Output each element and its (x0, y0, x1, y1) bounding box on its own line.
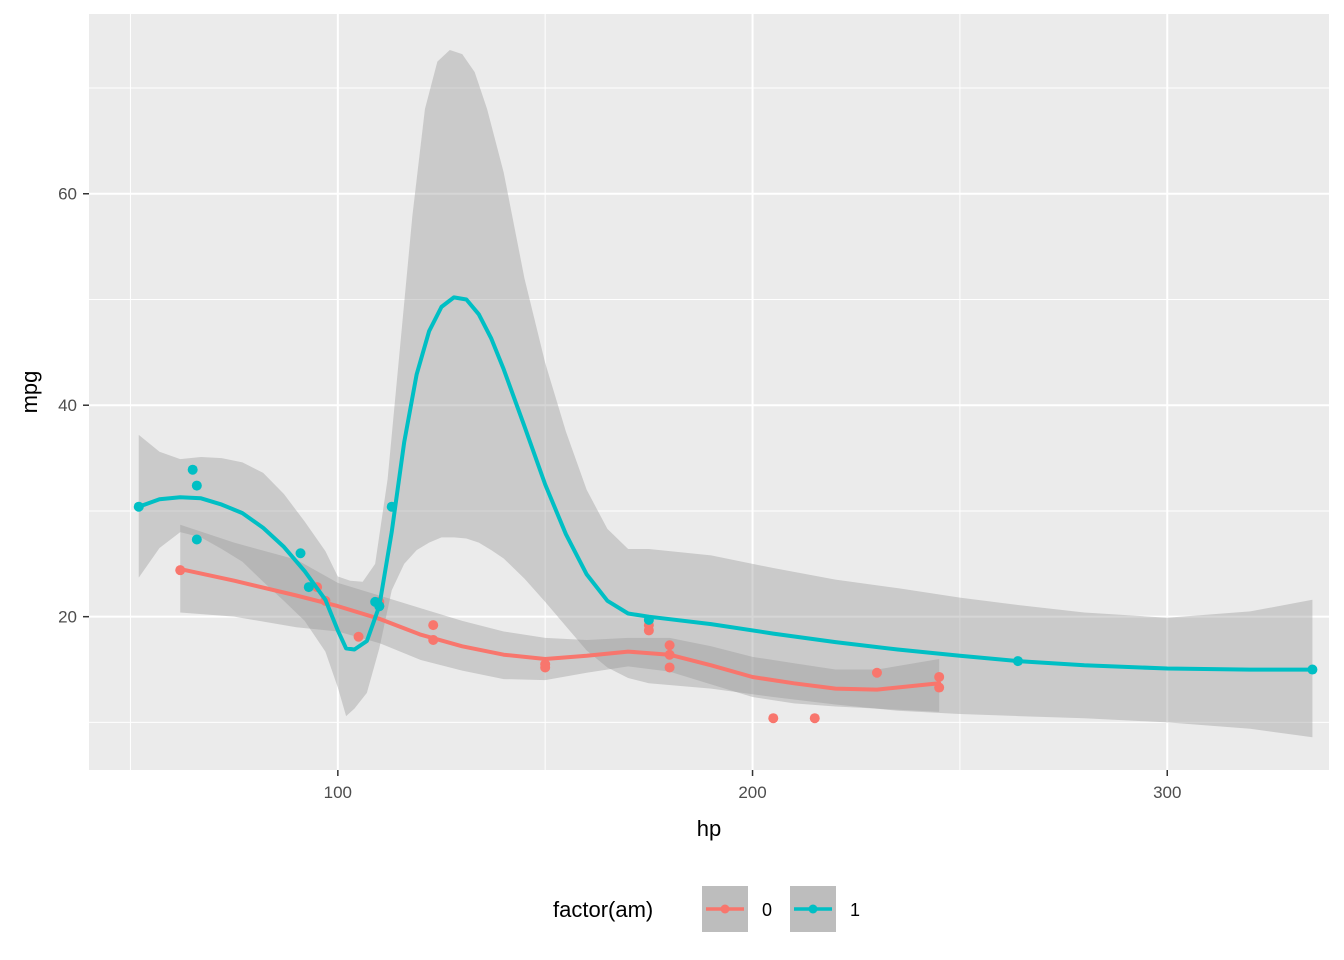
data-point-1 (187, 464, 198, 475)
grid-minor (89, 14, 1329, 770)
x-tick-label: 100 (324, 783, 352, 802)
y-tick-label: 60 (58, 185, 77, 204)
data-point-0 (664, 640, 675, 651)
smooth-line-0 (178, 567, 942, 692)
panel-background (89, 14, 1329, 770)
legend-title: factor(am) (553, 897, 653, 922)
data-point-0 (353, 631, 364, 642)
data-point-0 (428, 620, 439, 631)
confidence-band-1 (138, 49, 1313, 738)
smooth-lines (136, 295, 1315, 692)
data-point-1 (191, 534, 202, 545)
y-tick-label: 20 (58, 608, 77, 627)
x-axis-title: hp (697, 816, 721, 841)
x-tick-label: 200 (738, 783, 766, 802)
y-tick-label: 40 (58, 396, 77, 415)
confidence-bands (138, 49, 1313, 738)
x-axis: 100 200 300 (324, 770, 1181, 802)
y-axis-title: mpg (17, 371, 42, 414)
data-point-0 (768, 713, 779, 724)
legend-label-1: 1 (850, 900, 860, 920)
legend: factor(am) 0 1 (553, 886, 860, 932)
data-point-1 (303, 582, 314, 593)
legend-label-0: 0 (762, 900, 772, 920)
data-point-1 (191, 480, 202, 491)
data-point-0 (540, 662, 551, 673)
data-point-0 (664, 662, 675, 673)
data-point-0 (934, 671, 945, 682)
confidence-band-0 (180, 524, 940, 712)
legend-key-1 (790, 886, 836, 932)
x-tick-label: 300 (1153, 783, 1181, 802)
data-point-0 (871, 667, 882, 678)
legend-key-0 (702, 886, 748, 932)
smooth-line-1 (136, 295, 1315, 672)
grid-major (89, 14, 1329, 770)
y-axis: 20 40 60 (58, 185, 89, 627)
data-point-1 (295, 548, 306, 559)
data-point-0 (809, 713, 820, 724)
